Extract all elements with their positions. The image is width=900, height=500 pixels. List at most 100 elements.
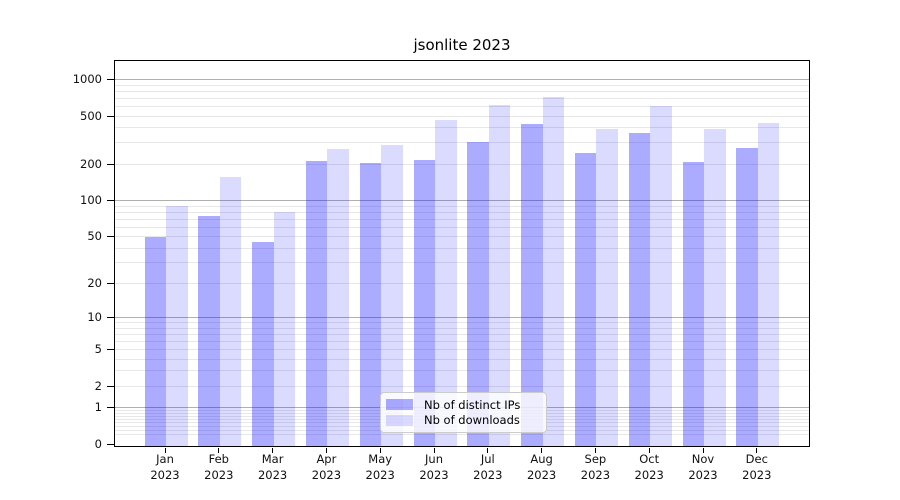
minor-gridline <box>115 84 809 86</box>
minor-gridline <box>115 142 809 144</box>
x-tick <box>648 448 650 453</box>
major-gridline <box>115 317 809 318</box>
y-tick <box>107 443 114 445</box>
bar-distinct-ips-jun-2023 <box>413 159 435 446</box>
y-tick-label: 1 <box>94 399 102 414</box>
y-tick-label: 200 <box>80 156 102 171</box>
minor-gridline <box>115 370 809 372</box>
minor-gridline <box>115 333 809 335</box>
y-tick <box>107 406 114 408</box>
y-tick-label: 5 <box>94 342 102 356</box>
x-label-year: 2023 <box>150 467 180 482</box>
bar-distinct-ips-aug-2023 <box>521 124 543 446</box>
x-label-month: Jan <box>156 452 174 466</box>
x-label-year: 2023 <box>688 467 718 482</box>
major-gridline <box>115 78 809 80</box>
bar-distinct-ips-jul-2023 <box>467 142 489 446</box>
bar-downloads-oct-2023 <box>650 105 672 446</box>
x-label-month: Oct <box>639 452 660 466</box>
bar-downloads-mar-2023 <box>273 212 296 446</box>
bar-distinct-ips-sep-2023 <box>574 153 597 446</box>
minor-gridline <box>115 340 809 342</box>
x-label-year: 2023 <box>257 467 288 482</box>
minor-gridline <box>115 247 809 249</box>
y-tick <box>107 236 114 237</box>
bar-downloads-jan-2023 <box>166 205 188 446</box>
x-label-month: Feb <box>208 452 229 466</box>
bar-downloads-sep-2023 <box>596 129 618 446</box>
y-tick-label: 500 <box>80 108 102 123</box>
x-tick-label: May 2023 <box>350 452 410 483</box>
x-label-year: 2023 <box>473 467 503 482</box>
bar-downloads-apr-2023 <box>327 148 349 446</box>
x-label-month: Nov <box>691 452 715 466</box>
x-tick <box>164 448 166 453</box>
y-tick <box>107 200 114 201</box>
x-label-year: 2023 <box>204 467 234 482</box>
minor-gridline <box>115 236 809 237</box>
x-label-month: Sep <box>584 452 607 466</box>
minor-gridline <box>115 282 809 284</box>
x-tick-label: Apr 2023 <box>296 452 356 483</box>
y-tick <box>107 385 114 387</box>
plot-area <box>114 60 810 447</box>
bar-downloads-dec-2023 <box>757 123 780 446</box>
x-label-month: Aug <box>530 452 553 466</box>
minor-gridline <box>115 327 809 329</box>
x-label-month: Dec <box>745 452 768 466</box>
x-tick <box>702 448 704 453</box>
x-label-year: 2023 <box>526 467 557 482</box>
x-tick-label: Mar 2023 <box>243 452 303 483</box>
x-tick-label: Feb 2023 <box>189 452 249 483</box>
x-tick <box>756 448 758 453</box>
legend-label-downloads: Nb of downloads <box>424 413 520 428</box>
legend-swatch-downloads <box>386 414 413 426</box>
x-tick <box>487 448 489 453</box>
minor-gridline <box>115 358 809 360</box>
y-tick-label: 2 <box>94 378 102 393</box>
x-tick-label: Dec 2023 <box>727 452 787 483</box>
bar-distinct-ips-may-2023 <box>359 163 382 446</box>
y-tick-label: 0 <box>94 436 102 451</box>
minor-gridline <box>115 262 809 264</box>
bar-distinct-ips-apr-2023 <box>305 160 328 446</box>
x-label-month: Jun <box>425 452 443 466</box>
bar-distinct-ips-jan-2023 <box>144 237 166 446</box>
x-label-month: Mar <box>261 452 284 466</box>
y-tick-label: 20 <box>87 275 102 290</box>
minor-gridline <box>115 218 809 220</box>
x-tick-label: Jul 2023 <box>458 452 518 483</box>
x-label-month: Apr <box>316 452 337 466</box>
bar-distinct-ips-mar-2023 <box>252 241 274 446</box>
minor-gridline <box>115 226 809 228</box>
x-tick <box>218 448 220 453</box>
x-tick-label: Oct 2023 <box>619 452 679 483</box>
bar-downloads-nov-2023 <box>704 128 726 446</box>
x-label-month: Jul <box>480 452 495 466</box>
x-tick <box>541 448 543 453</box>
legend-item-downloads: Nb of downloads <box>386 413 538 427</box>
y-tick <box>107 78 114 80</box>
bar-downloads-may-2023 <box>381 145 403 446</box>
x-tick <box>272 448 274 453</box>
legend-swatch-distinct-ips <box>386 399 413 411</box>
x-tick <box>594 448 596 453</box>
x-label-year: 2023 <box>742 467 772 482</box>
bar-downloads-feb-2023 <box>219 177 242 446</box>
bar-downloads-jun-2023 <box>435 119 457 446</box>
x-tick-label: Jun 2023 <box>404 452 464 483</box>
legend: Nb of distinct IPs Nb of downloads <box>380 392 547 433</box>
minor-gridline <box>115 97 809 99</box>
bar-downloads-jul-2023 <box>488 104 511 446</box>
y-tick <box>107 163 114 165</box>
minor-gridline <box>115 163 809 165</box>
bar-distinct-ips-feb-2023 <box>198 215 220 446</box>
minor-gridline <box>115 349 809 350</box>
x-label-month: May <box>368 452 393 466</box>
minor-gridline <box>115 105 809 107</box>
legend-label-distinct-ips: Nb of distinct IPs <box>424 397 521 412</box>
y-tick <box>107 282 114 284</box>
x-tick-label: Nov 2023 <box>673 452 733 483</box>
bar-downloads-aug-2023 <box>542 97 565 446</box>
x-label-year: 2023 <box>634 467 664 482</box>
